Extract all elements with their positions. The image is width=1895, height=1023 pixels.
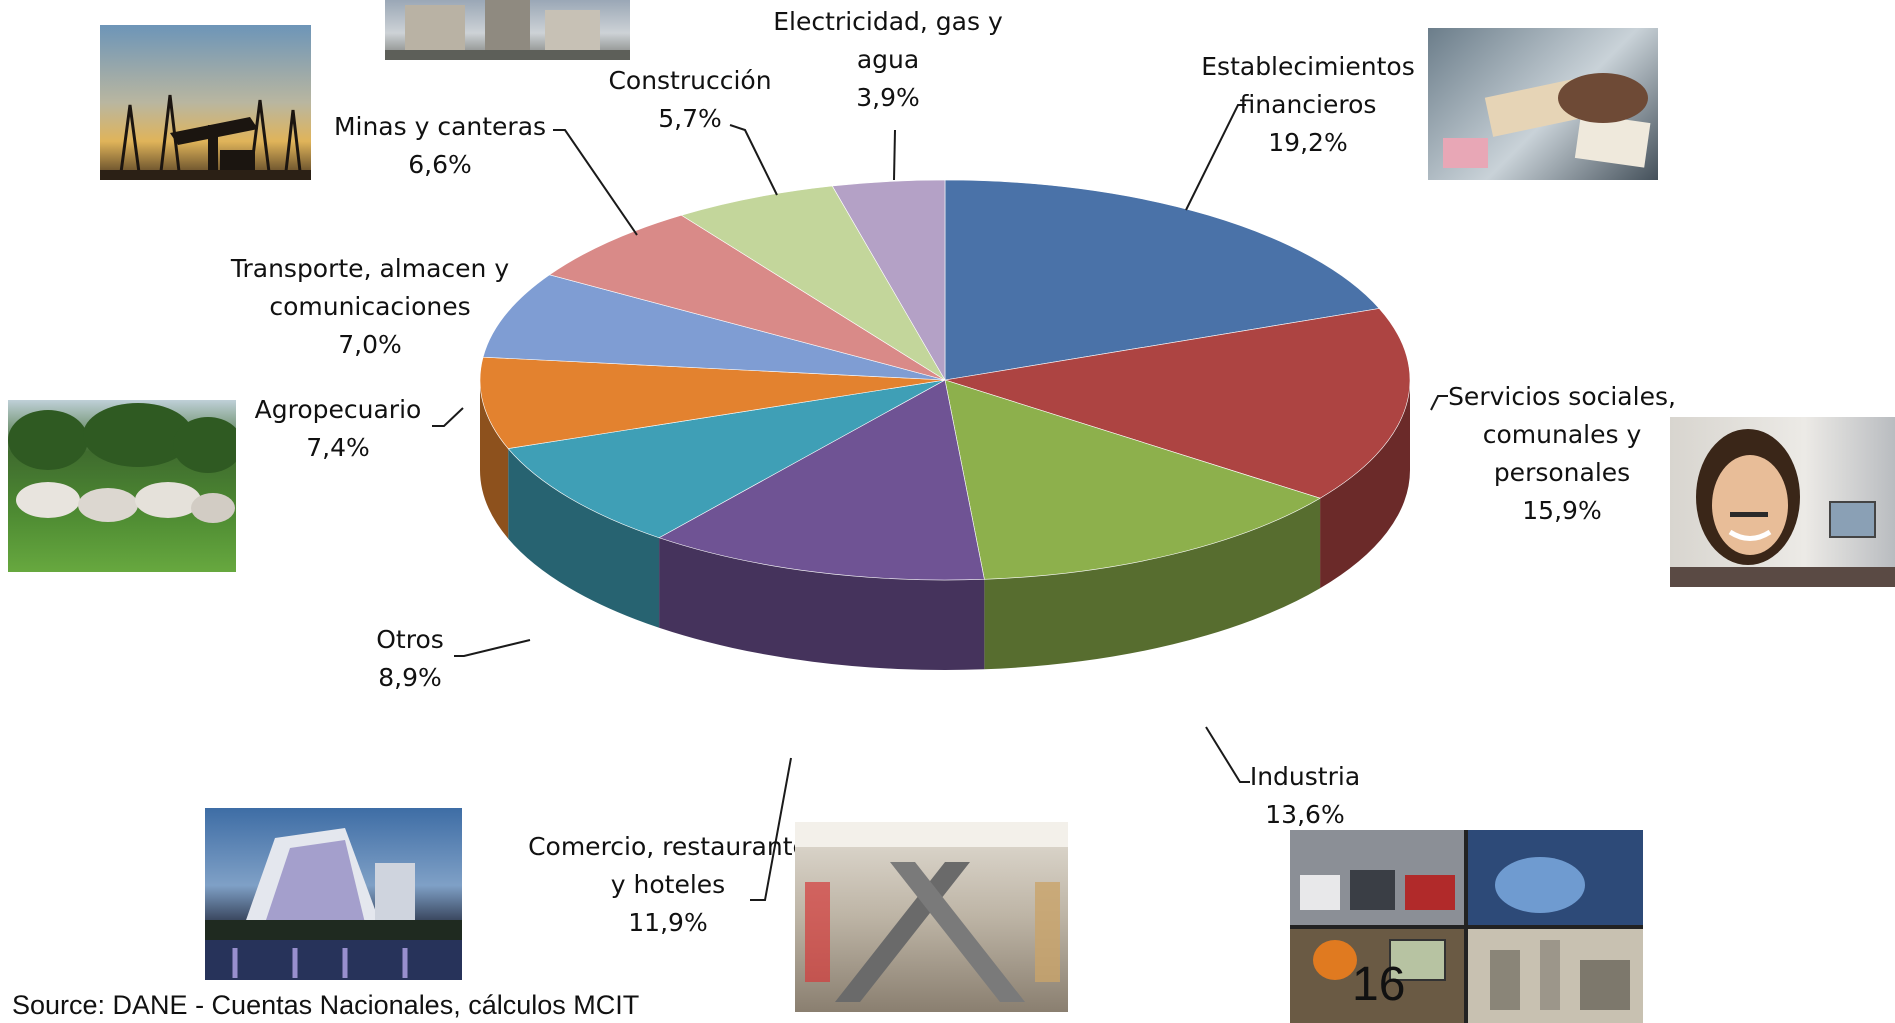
slice-name-label: comunicaciones <box>269 292 470 321</box>
pie-slice-side-2 <box>984 498 1321 670</box>
leader-line-9 <box>893 129 896 181</box>
leader-line-8 <box>729 124 778 196</box>
slice-name-label: y hoteles <box>611 870 725 899</box>
slice-value-label: 11,9% <box>628 908 707 937</box>
slice-value-label: 8,9% <box>378 663 442 692</box>
pie-slice-side-1 <box>1320 380 1410 589</box>
pie-slice-1 <box>944 308 1411 499</box>
slice-name-label: financieros <box>1240 90 1377 119</box>
cattle-photo <box>8 400 236 572</box>
pie-slice-0 <box>944 179 1380 381</box>
slice-value-label: 13,6% <box>1265 800 1344 829</box>
pie-slice-7 <box>548 214 946 381</box>
slice-name-label: Establecimientos <box>1201 52 1414 81</box>
leader-line-3 <box>750 757 792 901</box>
call-center-photo <box>1670 417 1895 587</box>
pie-tops <box>479 179 1411 581</box>
slice-label-5: Agropecuario 7,4% <box>255 395 422 462</box>
pie-slice-4 <box>507 379 946 539</box>
pie-labels: Establecimientos financieros 19,2% Servicio… <box>230 7 1676 937</box>
leader-line-7 <box>553 129 638 236</box>
slice-label-0: Establecimientos financieros 19,2% <box>1201 52 1414 157</box>
slice-value-label: 6,6% <box>408 150 472 179</box>
pie-slice-6 <box>482 274 946 381</box>
leader-line-2 <box>1205 726 1250 783</box>
slice-value-label: 7,0% <box>338 330 402 359</box>
construction-photo <box>385 0 630 60</box>
slice-name-label: Industria <box>1250 762 1360 791</box>
source-note: Source: DANE - Cuentas Nacionales, cálcu… <box>12 990 640 1020</box>
slice-value-label: 7,4% <box>306 433 370 462</box>
slice-name-label: Otros <box>376 625 444 654</box>
slice-name-label: Construcción <box>608 66 771 95</box>
leader-line-4 <box>454 639 531 657</box>
slice-label-4: Otros 8,9% <box>376 625 444 692</box>
slice-name-label: personales <box>1494 458 1630 487</box>
pie-leaders <box>432 104 1448 901</box>
hotel-photo <box>205 808 462 980</box>
slice-name-label: Electricidad, gas y <box>773 7 1003 36</box>
bank-photo <box>1428 28 1658 180</box>
pie-slice-side-3 <box>659 537 985 670</box>
leader-line-1 <box>1430 395 1448 411</box>
pie-slice-9 <box>831 179 946 382</box>
oil-field-photo <box>100 25 311 180</box>
slice-value-label: 19,2% <box>1268 128 1347 157</box>
pie-slice-side-5 <box>480 380 509 539</box>
slice-label-8: Construcción 5,7% <box>608 66 771 133</box>
pie-sides <box>480 380 1410 670</box>
slice-name-label: Comercio, restaurante <box>528 832 808 861</box>
slice-value-label: 5,7% <box>658 104 722 133</box>
page-number: 16 <box>1352 958 1406 1011</box>
slice-name-label: Servicios sociales, <box>1448 382 1676 411</box>
slice-name-label: Transporte, almacen y <box>230 254 509 283</box>
pie-slice-2 <box>944 379 1321 580</box>
slice-value-label: 15,9% <box>1522 496 1601 525</box>
industry-photo <box>1290 830 1643 1023</box>
slice-name-label: Minas y canteras <box>334 112 546 141</box>
slice-name-label: comunales y <box>1483 420 1642 449</box>
leader-line-0 <box>1185 104 1246 211</box>
pie-slice-5 <box>479 356 946 449</box>
slice-label-7: Minas y canteras 6,6% <box>334 112 546 179</box>
slice-label-3: Comercio, restaurante y hoteles 11,9% <box>528 832 808 937</box>
slice-label-1: Servicios sociales, comunales y personales… <box>1448 382 1676 525</box>
pie-slice-3 <box>658 379 985 581</box>
slice-label-9: Electricidad, gas y agua 3,9% <box>773 7 1003 112</box>
slice-name-label: agua <box>857 45 919 74</box>
slice-value-label: 3,9% <box>856 83 920 112</box>
leader-line-5 <box>432 407 464 427</box>
pie-slice-side-4 <box>508 448 660 628</box>
mall-photo <box>795 822 1068 1012</box>
slice-name-label: Agropecuario <box>255 395 422 424</box>
slice-label-6: Transporte, almacen y comunicaciones 7,0% <box>230 254 509 359</box>
slice-label-2: Industria 13,6% <box>1250 762 1360 829</box>
pie-slice-8 <box>680 185 946 381</box>
